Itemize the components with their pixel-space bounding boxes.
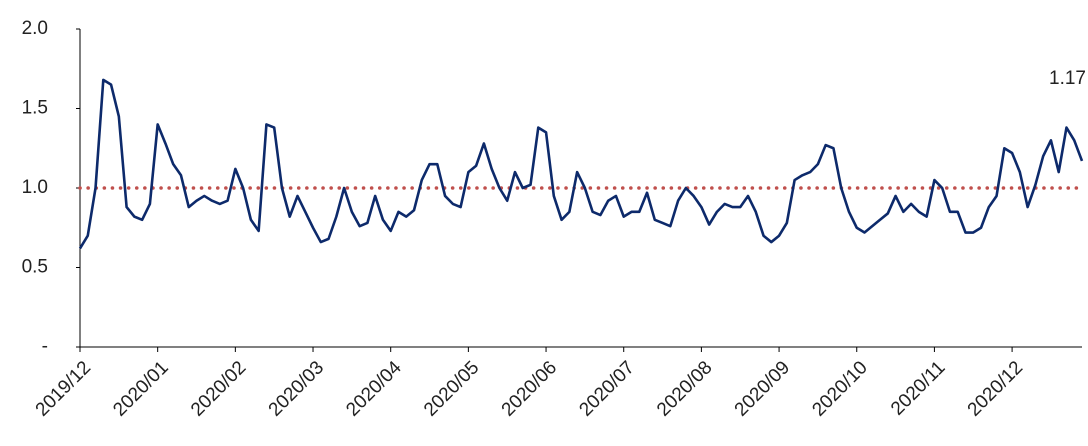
x-tick-label: 2020/05 [420, 357, 483, 420]
x-tick-label: 2020/03 [265, 357, 328, 420]
x-tick-label: 2020/01 [109, 357, 172, 420]
y-tick-label: 2.0 [22, 18, 48, 39]
x-tick-label: 2020/10 [808, 357, 871, 420]
x-tick-label: 2020/07 [575, 357, 638, 420]
x-tick-label: 2020/12 [964, 357, 1027, 420]
x-tick-label: 2019/12 [32, 357, 95, 420]
data-label: 1.17 [1049, 68, 1086, 89]
y-tick-label: - [42, 336, 48, 357]
y-tick-label: 0.5 [22, 257, 48, 278]
x-tick-label: 2020/06 [498, 357, 561, 420]
y-tick-label: 1.5 [22, 98, 48, 119]
x-tick-label: 2020/08 [653, 357, 716, 420]
x-tick-label: 2020/11 [887, 357, 949, 419]
x-tick-label: 2020/09 [731, 357, 794, 420]
y-tick-label: 1.0 [22, 177, 48, 198]
data-line [78, 78, 1084, 250]
x-tick-label: 2020/02 [187, 357, 250, 420]
x-tick-label: 2020/04 [342, 357, 406, 421]
